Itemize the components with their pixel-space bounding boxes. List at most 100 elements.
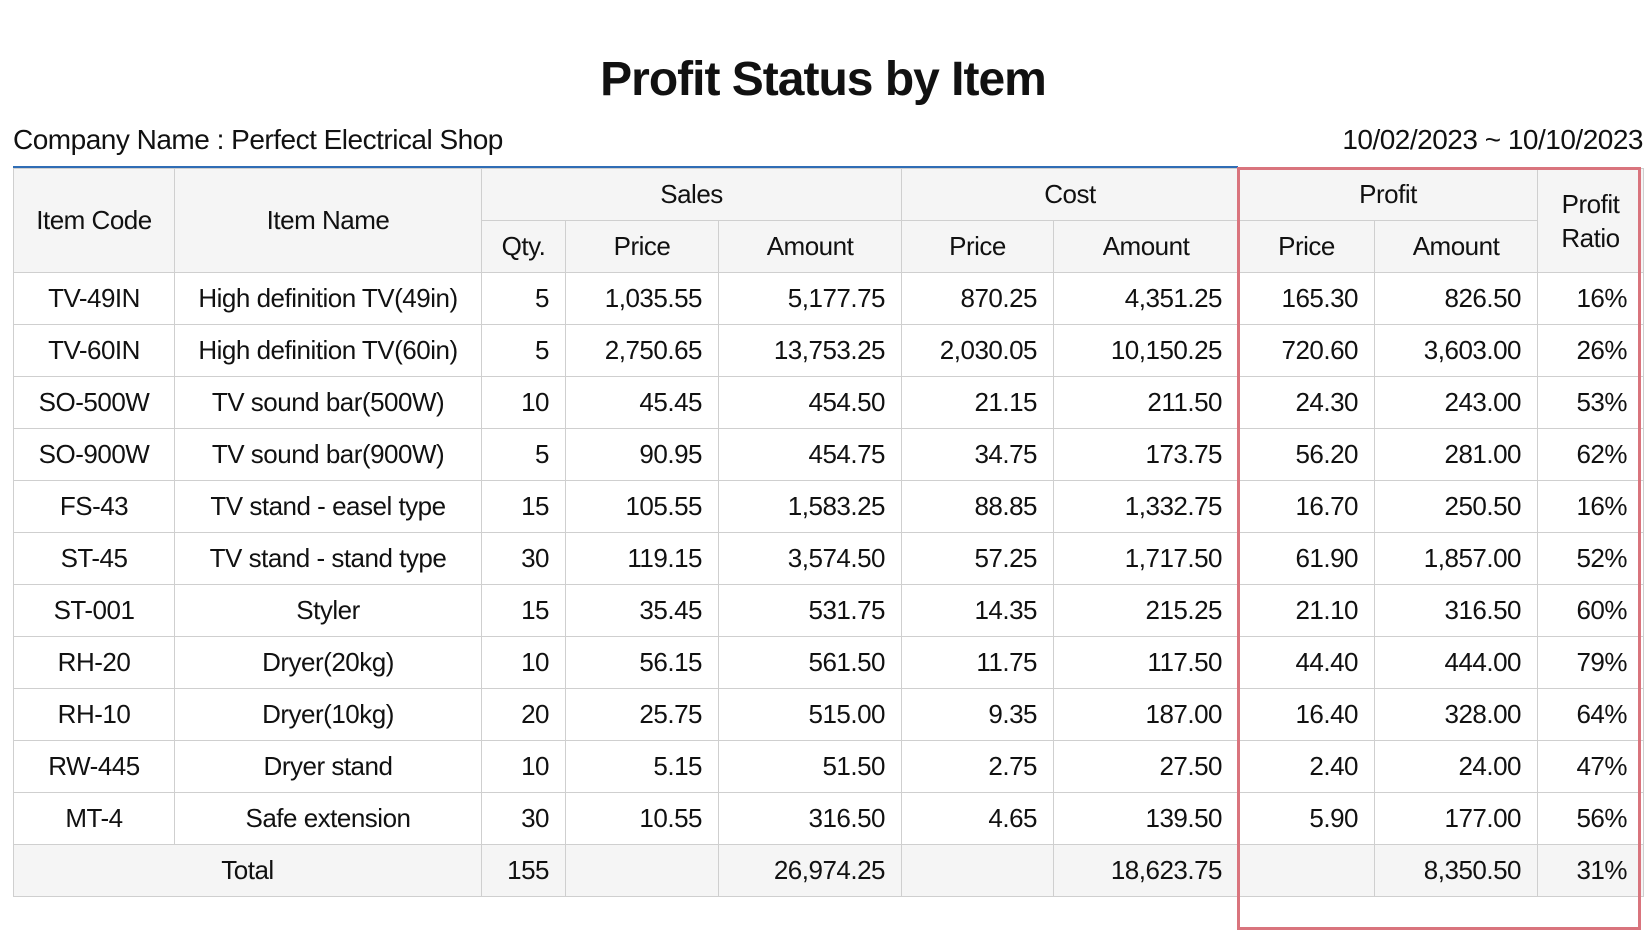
total-cell: 26,974.25 bbox=[717, 844, 903, 897]
table-cell: 27.50 bbox=[1053, 740, 1240, 793]
table-cell: 561.50 bbox=[717, 636, 903, 689]
table-cell: 21.15 bbox=[901, 376, 1055, 429]
table-row: MT-4 Safe extension 30 10.55 316.50 4.65 139.5… bbox=[13, 792, 1645, 845]
table-cell: 16% bbox=[1537, 480, 1645, 533]
table-cell: 2.75 bbox=[901, 740, 1055, 793]
table-cell: 187.00 bbox=[1053, 688, 1240, 741]
company-name: Company Name : Perfect Electrical Shop bbox=[13, 124, 503, 155]
table-row: RH-20 Dryer(20kg) 10 56.15 561.50 11.75 117.50… bbox=[13, 636, 1645, 689]
table-cell: SO-900W bbox=[13, 428, 175, 481]
table-cell: MT-4 bbox=[13, 792, 175, 845]
table-row: RW-445 Dryer stand 10 5.15 51.50 2.75 27.50 2.4… bbox=[13, 740, 1645, 793]
total-cell: 31% bbox=[1537, 844, 1645, 897]
table-cell: TV sound bar(500W) bbox=[174, 376, 482, 429]
table-cell: 281.00 bbox=[1374, 428, 1539, 481]
table-cell: 444.00 bbox=[1374, 636, 1539, 689]
table-cell: 56.20 bbox=[1238, 428, 1376, 481]
table-cell: SO-500W bbox=[13, 376, 175, 429]
table-cell: 10 bbox=[481, 740, 566, 793]
table-row: FS-43 TV stand - easel type 15 105.55 1,583.… bbox=[13, 480, 1645, 533]
table-row: ST-45 TV stand - stand type 30 119.15 3,574.… bbox=[13, 532, 1645, 585]
table-cell: Styler bbox=[174, 584, 482, 637]
total-cell bbox=[565, 844, 719, 897]
table-cell: 15 bbox=[481, 584, 566, 637]
table-cell: 34.75 bbox=[901, 428, 1055, 481]
table-cell: RH-20 bbox=[13, 636, 175, 689]
table-cell: 1,035.55 bbox=[565, 272, 719, 325]
table-cell: 30 bbox=[481, 792, 566, 845]
subheader-cell: Amount bbox=[717, 220, 903, 273]
header-cell: Sales bbox=[480, 168, 903, 221]
table-cell: 14.35 bbox=[901, 584, 1055, 637]
table-cell: 16.40 bbox=[1238, 688, 1376, 741]
table-cell: 5 bbox=[481, 272, 566, 325]
table-cell: 79% bbox=[1537, 636, 1645, 689]
table-top-rule bbox=[13, 166, 1238, 168]
table-cell: 243.00 bbox=[1374, 376, 1539, 429]
table-cell: TV sound bar(900W) bbox=[174, 428, 482, 481]
table-cell: 720.60 bbox=[1238, 324, 1376, 377]
table-cell: 5.90 bbox=[1238, 792, 1376, 845]
total-cell bbox=[1238, 844, 1376, 897]
header-cell: Item Name bbox=[174, 168, 482, 273]
table-cell: 316.50 bbox=[1374, 584, 1539, 637]
table-cell: 1,857.00 bbox=[1374, 532, 1539, 585]
subheader-cell: Amount bbox=[1053, 220, 1240, 273]
table-row: RH-10 Dryer(10kg) 20 25.75 515.00 9.35 187.00 1… bbox=[13, 688, 1645, 741]
table-cell: 9.35 bbox=[901, 688, 1055, 741]
table-cell: 105.55 bbox=[565, 480, 719, 533]
table-cell: 56.15 bbox=[565, 636, 719, 689]
table-cell: 35.45 bbox=[565, 584, 719, 637]
table-cell: 4,351.25 bbox=[1053, 272, 1240, 325]
table-cell: 316.50 bbox=[717, 792, 903, 845]
subheader-cell: Price bbox=[901, 220, 1055, 273]
table-cell: 826.50 bbox=[1374, 272, 1539, 325]
table-cell: High definition TV(60in) bbox=[174, 324, 482, 377]
table-cell: TV stand - easel type bbox=[174, 480, 482, 533]
table-cell: 15 bbox=[481, 480, 566, 533]
table-cell: 25.75 bbox=[565, 688, 719, 741]
table-cell: 45.45 bbox=[565, 376, 719, 429]
table-cell: RW-445 bbox=[13, 740, 175, 793]
table-cell: 1,583.25 bbox=[717, 480, 903, 533]
total-cell bbox=[901, 844, 1055, 897]
table-cell: 56% bbox=[1537, 792, 1645, 845]
table-cell: 30 bbox=[481, 532, 566, 585]
table-cell: TV-49IN bbox=[13, 272, 175, 325]
header-cell: Item Code bbox=[13, 168, 175, 273]
table-cell: 4.65 bbox=[901, 792, 1055, 845]
table-cell: 3,603.00 bbox=[1374, 324, 1539, 377]
table-cell: 5.15 bbox=[565, 740, 719, 793]
subheader-cell: Amount bbox=[1374, 220, 1539, 273]
table-cell: ST-45 bbox=[13, 532, 175, 585]
table-cell: High definition TV(49in) bbox=[174, 272, 482, 325]
table-cell: 515.00 bbox=[717, 688, 903, 741]
total-cell: 8,350.50 bbox=[1374, 844, 1539, 897]
title: Profit Status by Item bbox=[600, 53, 1047, 106]
table-cell: 5,177.75 bbox=[717, 272, 903, 325]
table-cell: Dryer(20kg) bbox=[174, 636, 482, 689]
table-row: TV-49IN High definition TV(49in) 5 1,035.55… bbox=[13, 272, 1645, 325]
table-cell: 60% bbox=[1537, 584, 1645, 637]
subheader-row: Qty. Price Amount Price Amount Price Amount bbox=[14, 220, 1644, 273]
table-cell: 119.15 bbox=[565, 532, 719, 585]
table-cell: 10.55 bbox=[565, 792, 719, 845]
table-cell: 10 bbox=[481, 636, 566, 689]
total-row: Total 155 26,974.25 18,623.75 8,350.50 31% bbox=[13, 844, 1645, 897]
table-cell: 5 bbox=[481, 428, 566, 481]
table-body: TV-49IN High definition TV(49in) 5 1,035.55… bbox=[13, 272, 1645, 897]
table-cell: 3,574.50 bbox=[717, 532, 903, 585]
header-cell: Cost bbox=[901, 168, 1240, 221]
table-cell: RH-10 bbox=[13, 688, 175, 741]
table-row: TV-60IN High definition TV(60in) 5 2,750.65… bbox=[13, 324, 1645, 377]
table-cell: 5 bbox=[481, 324, 566, 377]
header-cell: Profit bbox=[1238, 168, 1539, 221]
table-cell: 90.95 bbox=[565, 428, 719, 481]
table-cell: 13,753.25 bbox=[717, 324, 903, 377]
table-cell: 454.50 bbox=[717, 376, 903, 429]
table-cell: 10 bbox=[481, 376, 566, 429]
table-cell: ST-001 bbox=[13, 584, 175, 637]
table-cell: 215.25 bbox=[1053, 584, 1240, 637]
table-cell: 57.25 bbox=[901, 532, 1055, 585]
table-cell: 51.50 bbox=[717, 740, 903, 793]
